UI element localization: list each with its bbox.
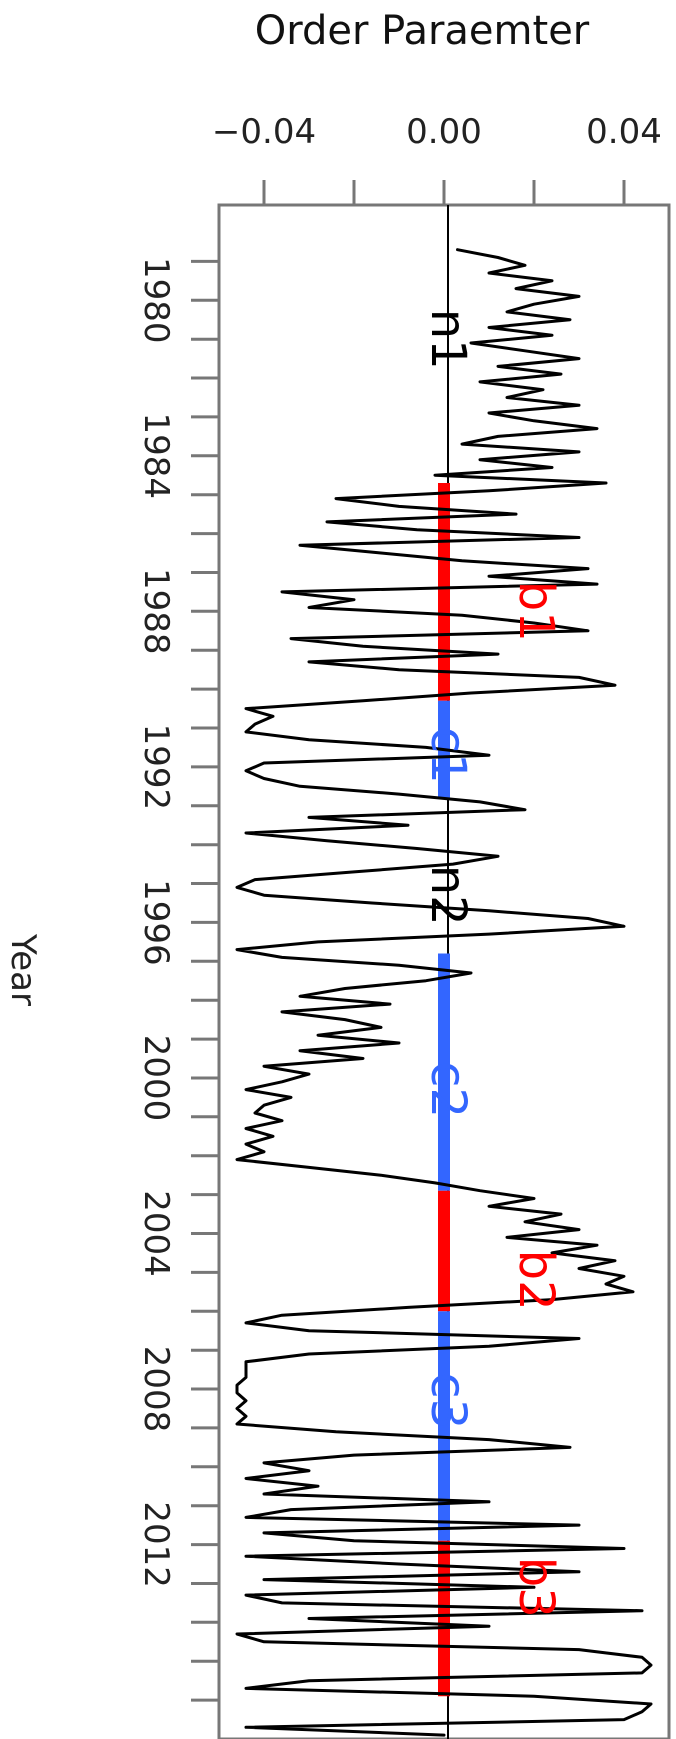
x-tick-label: −0.04 [212,112,316,152]
y-tick-label: 2012 [136,1501,176,1588]
y-tick-layer: 1980 1984 1988 1992 1996 2000 2004 2008 2012 [136,257,218,1702]
y-tick-label: 2008 [136,1346,176,1433]
series-line [235,248,653,1737]
y-tick-label: 1988 [136,568,176,655]
y-tick-label: 1992 [136,724,176,811]
annotation-b3: b3 [508,1557,564,1618]
y-tick-label: 1996 [136,879,176,966]
y-axis-label: Year [3,933,43,1006]
annotation-n1: n1 [420,309,476,370]
plot-frame [217,203,671,1739]
y-tick-label: 1980 [136,257,176,344]
annotation-b1: b1 [508,581,564,642]
annotation-c2: c2 [420,1061,476,1118]
annotation-b2: b2 [508,1250,564,1311]
y-tick-label: 2000 [136,1035,176,1122]
x-tick-label: 0.04 [586,112,662,152]
y-tick-label: 1984 [136,413,176,500]
annotation-n2: n2 [420,865,476,926]
series-layer [235,248,653,1737]
annotation-c1: c1 [420,727,476,784]
x-tick-label: 0.00 [406,112,482,152]
chart-title: Order Paraemter [255,8,590,54]
x-tick-labels: −0.04 0.00 0.04 [212,112,662,152]
annotation-c3: c3 [420,1372,476,1429]
annotations-layer: n1 b1 c1 n2 c2 b2 c3 b3 [420,309,564,1618]
x-tick-marks [262,180,626,205]
y-tick-label: 2004 [136,1190,176,1277]
